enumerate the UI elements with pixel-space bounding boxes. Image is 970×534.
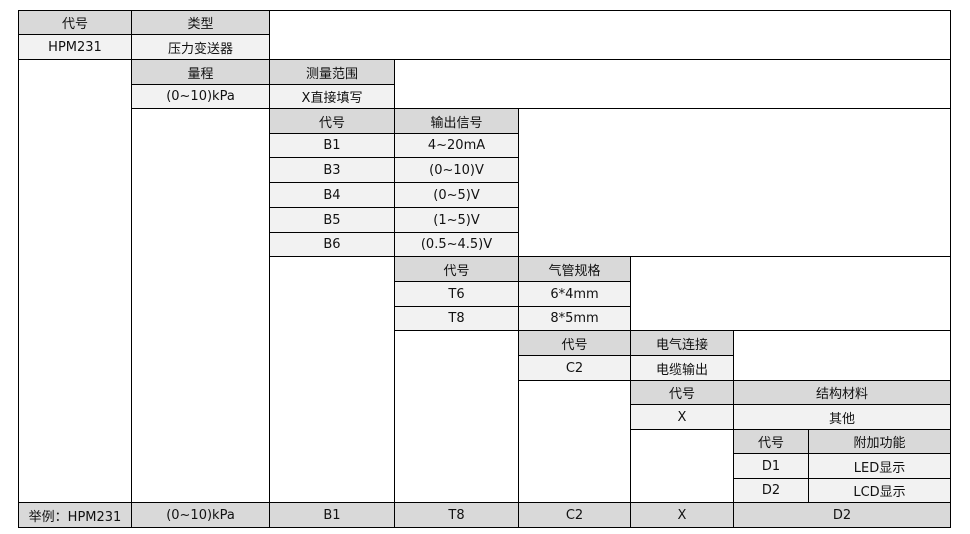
extra-code-cell: D1 [733,453,809,479]
output-code-cell: B3 [269,157,395,183]
example-material: X [630,502,734,528]
electrical-code-header: 代号 [518,330,631,356]
measure-range-value: X直接填写 [269,84,395,109]
output-code-header: 代号 [269,108,395,134]
material-header: 结构材料 [733,380,951,405]
blank-area [269,10,951,60]
output-value-cell: (0~5)V [394,182,519,208]
output-code-cell: B1 [269,133,395,158]
model-type-header: 类型 [131,10,270,35]
example-electrical: C2 [518,502,631,528]
tube-code-cell: T8 [394,306,519,331]
electrical-code-cell: C2 [518,355,631,381]
output-signal-header: 输出信号 [394,108,519,134]
tube-code-header: 代号 [394,256,519,282]
output-code-cell: B5 [269,207,395,233]
blank-area [518,380,631,503]
blank-area [394,330,519,503]
extra-code-header: 代号 [733,429,809,454]
model-code-header: 代号 [18,10,132,35]
blank-area [630,429,734,503]
output-value-cell: (1~5)V [394,207,519,233]
blank-area [394,59,951,109]
extra-function-header: 附加功能 [808,429,951,454]
output-value-cell: 4~20mA [394,133,519,158]
tube-code-cell: T6 [394,281,519,307]
blank-area [630,256,951,331]
range-header: 量程 [131,59,270,85]
extra-code-cell: D2 [733,478,809,503]
output-value-cell: (0~10)V [394,157,519,183]
extra-value-cell: LED显示 [808,453,951,479]
blank-area [269,256,395,503]
measure-range-header: 测量范围 [269,59,395,85]
tube-value-cell: 8*5mm [518,306,631,331]
output-code-cell: B6 [269,232,395,257]
example-range: (0~10)kPa [131,502,270,528]
extra-value-cell: LCD显示 [808,478,951,503]
material-code-cell: X [630,404,734,430]
tube-spec-header: 气管规格 [518,256,631,282]
blank-area [518,108,951,257]
blank-area [733,330,951,381]
example-extra: D2 [733,502,951,528]
model-type: 压力变送器 [131,34,270,60]
material-code-header: 代号 [630,380,734,405]
model-code: HPM231 [18,34,132,60]
electrical-value-cell: 电缆输出 [630,355,734,381]
range-value: (0~10)kPa [131,84,270,109]
output-value-cell: (0.5~4.5)V [394,232,519,257]
output-code-cell: B4 [269,182,395,208]
tube-value-cell: 6*4mm [518,281,631,307]
example-tube: T8 [394,502,519,528]
example-label: 举例：HPM231 [18,502,132,528]
example-output: B1 [269,502,395,528]
blank-area [18,59,132,503]
material-value-cell: 其他 [733,404,951,430]
electrical-connection-header: 电气连接 [630,330,734,356]
blank-area [131,108,270,503]
